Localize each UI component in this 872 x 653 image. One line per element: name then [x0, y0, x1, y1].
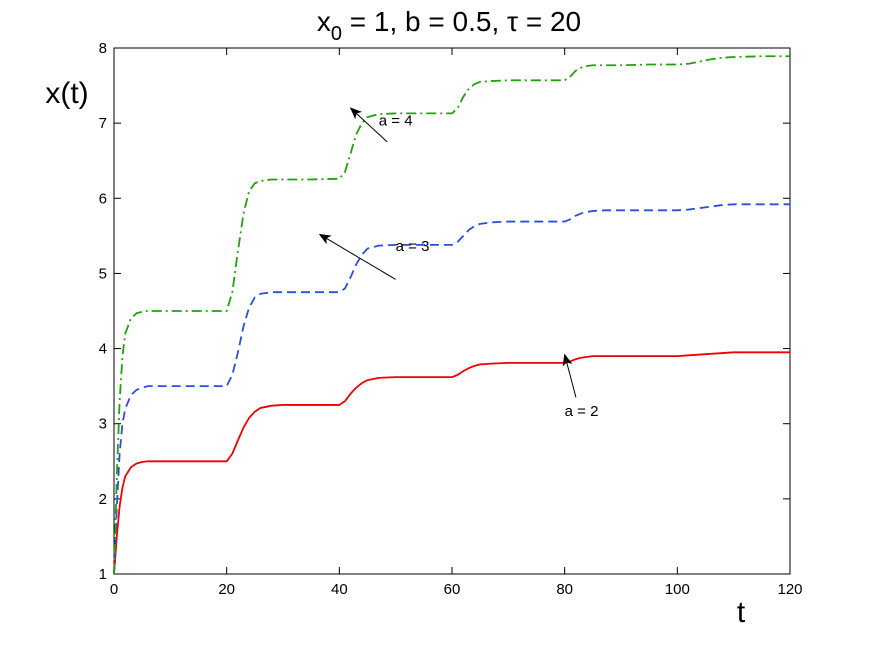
series-line-a-3: [113, 203, 790, 575]
x-tick-label: 120: [777, 581, 802, 598]
x-tick-label: 20: [218, 581, 235, 598]
title-rest: = 1, b = 0.5, τ = 20: [342, 6, 581, 37]
x-axis-label: t: [737, 596, 746, 629]
series-line-a-2: [113, 351, 790, 575]
chart-title: x0 = 1, b = 0.5, τ = 20: [317, 6, 581, 45]
y-axis-label: x(t): [45, 77, 88, 110]
annotation-arrow-a-4: [349, 107, 388, 143]
series-line-a-4: [113, 55, 790, 575]
x-tick-label: 60: [444, 581, 461, 598]
annotation-label-a-2: a = 2: [565, 403, 599, 420]
title-subscript: 0: [331, 23, 342, 45]
x-tick-label: 0: [110, 581, 118, 598]
x-tick-label: 40: [331, 581, 348, 598]
y-tick-label: 1: [99, 566, 107, 583]
annotation-arrow-a-2: [562, 353, 577, 398]
annotation-label-a-3: a = 3: [396, 238, 430, 255]
annotation-label-a-4: a = 4: [379, 112, 413, 129]
y-tick-label: 5: [99, 265, 107, 282]
annotation-arrow-a-3: [318, 233, 396, 280]
y-tick-label: 3: [99, 416, 107, 433]
y-tick-label: 4: [99, 341, 107, 358]
plot-area: 0 20 40 60 80 100 120 1 2 3 4 5 6 7 8 a = 4 a = 3 a = 2: [99, 40, 803, 598]
y-tick-label: 7: [99, 115, 107, 132]
title-base: x: [317, 6, 331, 37]
y-tick-label: 2: [99, 491, 107, 508]
y-tick-label: 8: [99, 40, 107, 57]
y-tick-label: 6: [99, 190, 107, 207]
x-tick-label: 80: [556, 581, 573, 598]
x-tick-label: 100: [665, 581, 690, 598]
